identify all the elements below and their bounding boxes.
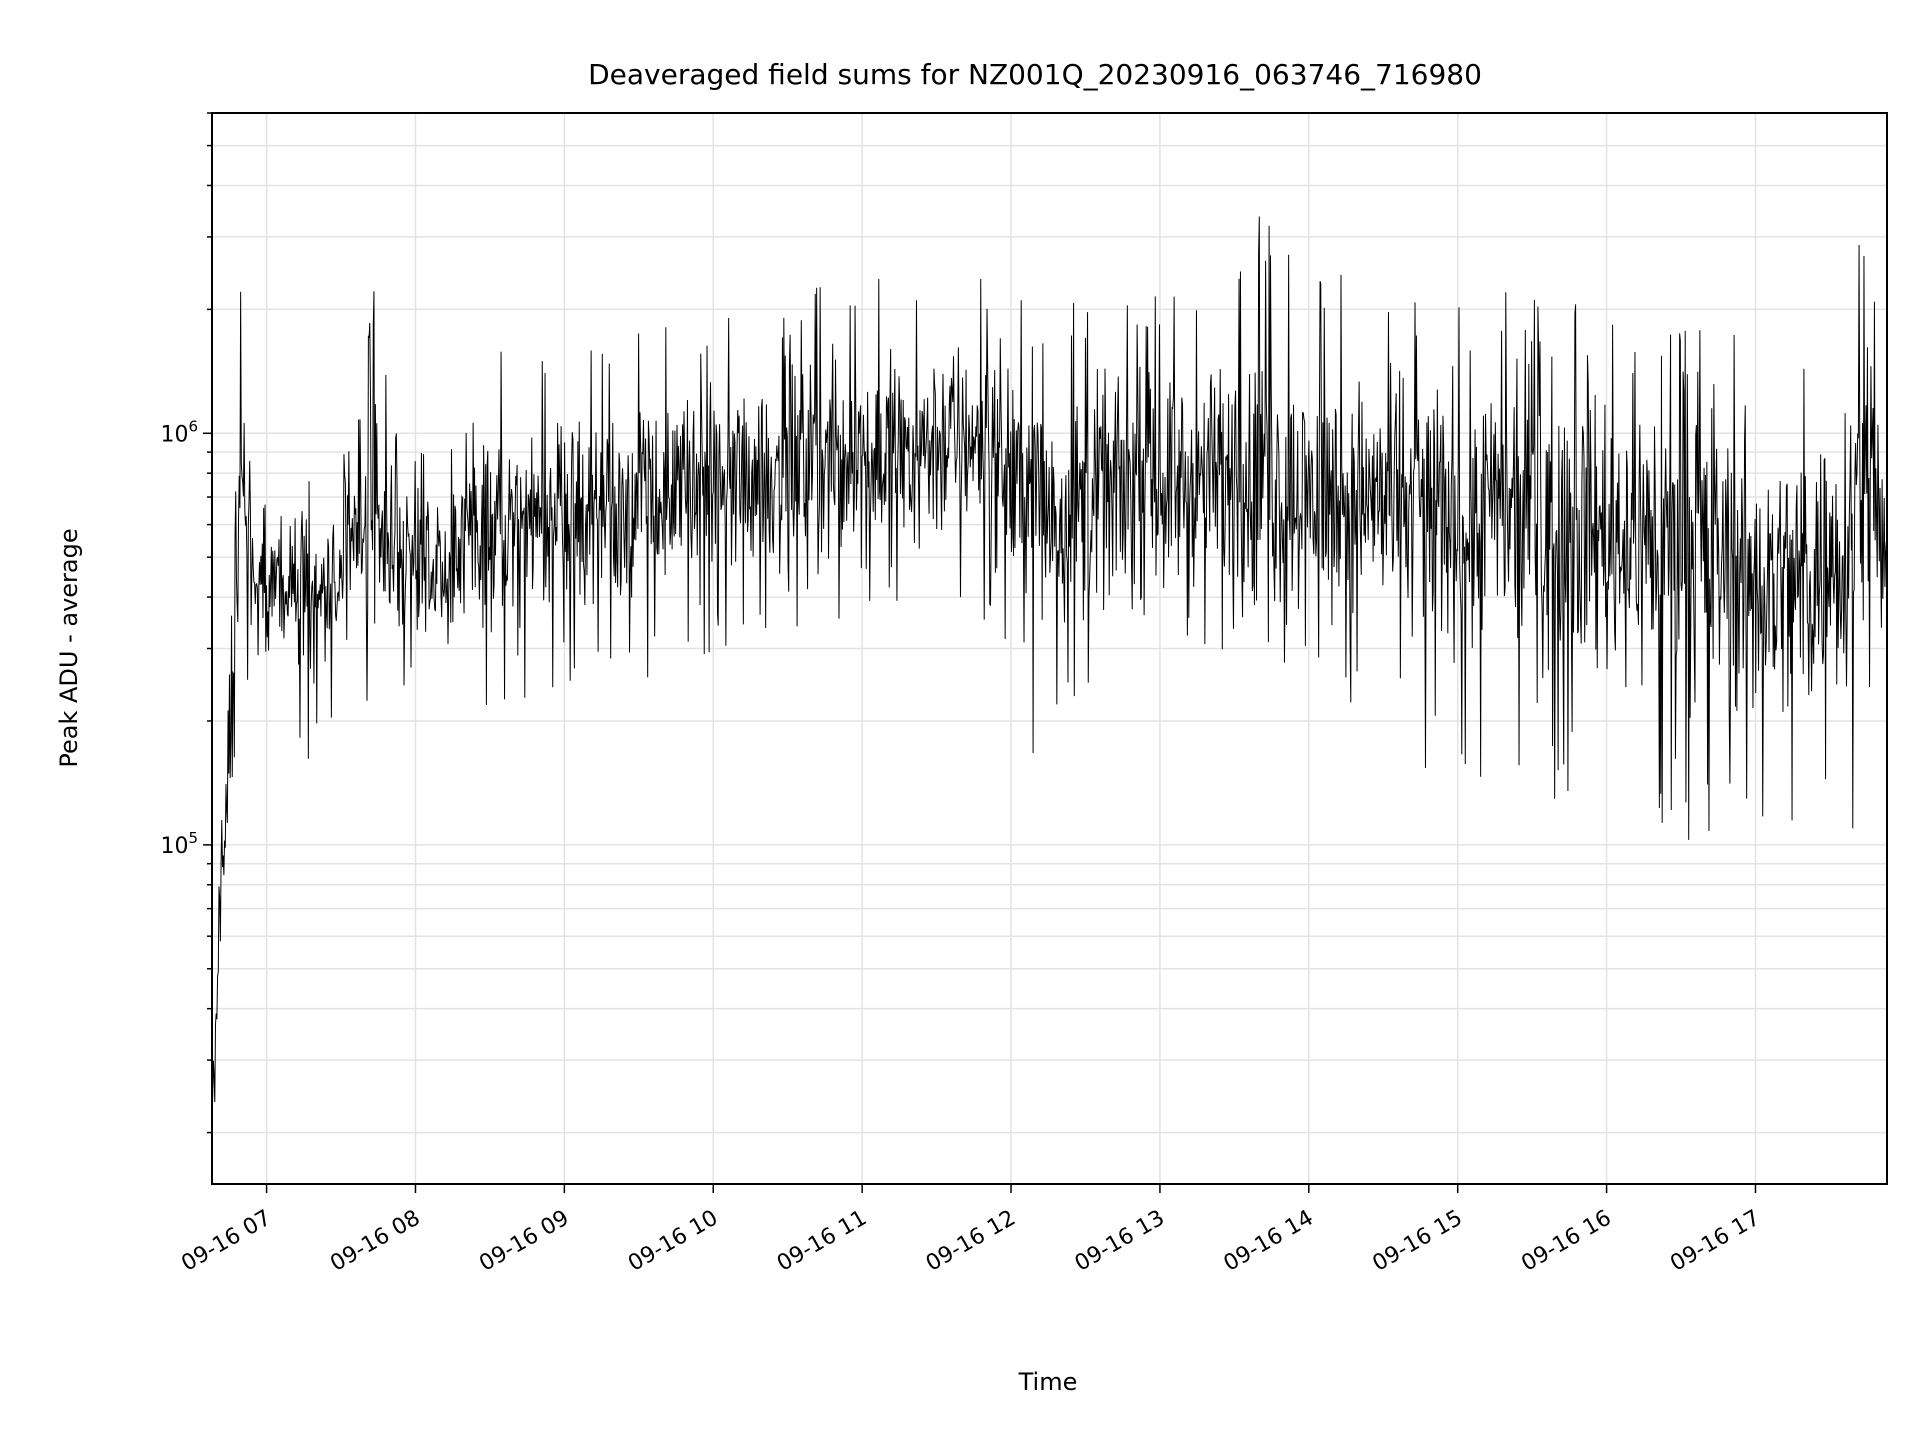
y-tick-exponent: 6 (188, 417, 198, 435)
x-tick-label: 09-16 15 (1369, 1206, 1467, 1277)
x-tick-label: 09-16 14 (1220, 1206, 1318, 1277)
x-tick-label: 09-16 11 (773, 1206, 871, 1277)
x-axis-label: Time (1018, 1368, 1078, 1396)
y-tick-base: 10 (160, 422, 188, 447)
y-axis-label: Peak ADU - average (55, 528, 83, 767)
grid (212, 112, 1887, 1184)
x-tick-label: 09-16 07 (177, 1206, 275, 1277)
x-tick-label: 09-16 10 (624, 1206, 722, 1277)
series-line (211, 216, 1888, 1133)
chart-title: Deaveraged field sums for NZ001Q_2023091… (588, 58, 1482, 91)
x-tick-label: 09-16 13 (1071, 1206, 1169, 1277)
x-tick-label: 09-16 12 (922, 1206, 1020, 1277)
x-tick-label: 09-16 09 (475, 1206, 573, 1277)
x-tick-label: 09-16 16 (1517, 1206, 1615, 1277)
y-tick-label: 105 (160, 829, 198, 859)
x-tick-label: 09-16 17 (1666, 1206, 1764, 1277)
y-tick-exponent: 5 (188, 829, 198, 847)
x-tick-label: 09-16 08 (326, 1206, 424, 1277)
y-tick-base: 10 (160, 834, 188, 859)
y-tick-label: 106 (160, 417, 198, 447)
